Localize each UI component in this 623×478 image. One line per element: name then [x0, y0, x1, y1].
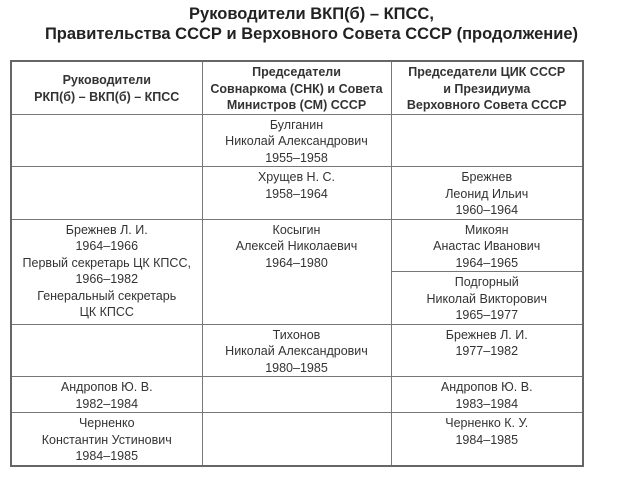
table-cell	[10, 113, 203, 167]
cell-line: Брежнев	[461, 170, 513, 184]
table-cell: Андропов Ю. В. 1983–1984	[390, 376, 584, 413]
table-row: Брежнев Л. И. 1964–1966 Первый секретарь Ц…	[10, 218, 584, 325]
cell-line: Хрущев Н. С.	[257, 170, 336, 184]
cell-line: Брежнев Л. И.	[445, 327, 528, 342]
cell-line: Руководители	[62, 73, 151, 88]
table-cell: Брежнев Леонид Ильич 1960–1964	[390, 166, 584, 220]
cell-line: Николай Викторович	[426, 291, 547, 306]
cell-line: Верховного Совета СССР	[406, 98, 567, 112]
table-cell	[390, 113, 584, 167]
header-government: Председатели Совнаркома (СНК) и Совета Мин…	[201, 60, 392, 115]
cell-line: 1960–1964	[455, 203, 519, 217]
cell-line: 1966–1982	[75, 272, 139, 286]
table-cell: Булганин Николай Александрович 1955–1958	[201, 113, 392, 167]
cell-line: Председатели ЦИК СССР	[408, 65, 566, 79]
table-row: Подгорный Николай Викторович 1965–1977	[11, 271, 584, 325]
table-cell: Черненко Константин Устинович 1984–1985	[10, 412, 203, 466]
cell-line: Председатели	[252, 65, 341, 79]
cell-line: Леонид Ильич	[445, 186, 529, 201]
cell-line: Николай Александрович	[225, 344, 368, 358]
table-cell	[10, 166, 203, 220]
leaders-table: Руководители РКП(б) – ВКП(б) – КПСС Предс…	[10, 60, 584, 467]
table-cell: Брежнев Л. И. 1964–1966 Первый секретарь Ц…	[10, 218, 203, 325]
table-cell: Андропов Ю. В. 1982–1984	[10, 376, 203, 413]
cell-line: Николай Александрович	[225, 134, 368, 148]
cell-line: 1964–1965	[455, 255, 519, 270]
table-cell: Тихонов Николай Александрович 1980–1985	[201, 323, 392, 377]
cell-line: 1984–1985	[455, 432, 519, 447]
header-row: Руководители РКП(б) – ВКП(б) – КПСС Предс…	[10, 60, 584, 115]
table-cell	[201, 376, 392, 413]
cell-line: Генеральный секретарь	[37, 288, 177, 303]
table-cell	[201, 412, 392, 466]
table-row: Хрущев Н. С. 1958–1964 Брежнев Леонид Ильи…	[10, 166, 584, 220]
table-row: Андропов Ю. В. 1982–1984 Андропов Ю. В. 19…	[10, 376, 584, 413]
cell-line: 1955–1958	[265, 150, 328, 165]
cell-line: Министров (СМ) СССР	[226, 98, 367, 112]
cell-line: 1983–1984	[455, 396, 519, 411]
cell-line: 1977–1982	[455, 344, 519, 358]
table-cell: Черненко К. У. 1984–1985	[390, 412, 584, 466]
cell-line: Первый секретарь ЦК КПСС,	[22, 255, 191, 270]
table-cell: Хрущев Н. С. 1958–1964	[201, 166, 392, 220]
cell-line: Черненко К. У.	[445, 416, 529, 430]
cell-line: Тихонов	[272, 327, 321, 342]
table-row: Черненко Константин Устинович 1984–1985 Че…	[10, 412, 584, 466]
cell-line: Анастас Иванович	[433, 239, 541, 253]
title-line: Правительства СССР и Верховного Совета С…	[44, 25, 579, 43]
header-party-leaders: Руководители РКП(б) – ВКП(б) – КПСС	[10, 60, 203, 115]
cell-line: Константин Устинович	[41, 432, 172, 447]
cell-line: Подгорный	[454, 275, 519, 289]
cell-line: Булганин	[269, 117, 324, 132]
cell-line: Совнаркома (СНК) и Совета	[210, 81, 383, 96]
header-supreme-soviet: Председатели ЦИК СССР и Президиума Верховн…	[390, 60, 584, 115]
page-title: Руководители ВКП(б) – КПСС, Правительств…	[0, 4, 623, 44]
table-cell: Подгорный Николай Викторович 1965–1977	[390, 271, 584, 325]
cell-line: Микоян	[464, 222, 509, 237]
cell-line: ЦК КПСС	[79, 305, 134, 319]
cell-line: Косыгин	[272, 222, 321, 237]
table-cell: Косыгин Алексей Николаевич 1964–1980	[201, 218, 392, 325]
table-row: Тихонов Николай Александрович 1980–1985 Бр…	[10, 323, 584, 377]
cell-line: 1964–1966	[75, 239, 139, 253]
cell-line: 1965–1977	[455, 308, 519, 322]
table-row: Булганин Николай Александрович 1955–1958	[10, 113, 584, 167]
table-cell: Микоян Анастас Иванович 1964–1965	[390, 218, 584, 272]
title-line: Руководители ВКП(б) – КПСС,	[189, 5, 434, 23]
cell-line: и Президиума	[443, 81, 531, 96]
cell-line: Андропов Ю. В.	[440, 380, 533, 394]
cell-line: РКП(б) – ВКП(б) – КПСС	[34, 89, 180, 104]
cell-line: Алексей Николаевич	[235, 239, 358, 253]
cell-line: 1980–1985	[265, 360, 328, 375]
cell-line: Черненко	[78, 416, 135, 430]
table-cell	[10, 323, 203, 377]
cell-line: 1964–1980	[265, 255, 328, 270]
cell-line: 1982–1984	[75, 396, 139, 411]
table-cell: Брежнев Л. И. 1977–1982	[390, 323, 584, 377]
cell-line: 1958–1964	[265, 186, 328, 201]
cell-line: Андропов Ю. В.	[60, 380, 153, 394]
cell-line: 1984–1985	[75, 449, 139, 463]
cell-line: Брежнев Л. И.	[65, 222, 148, 237]
